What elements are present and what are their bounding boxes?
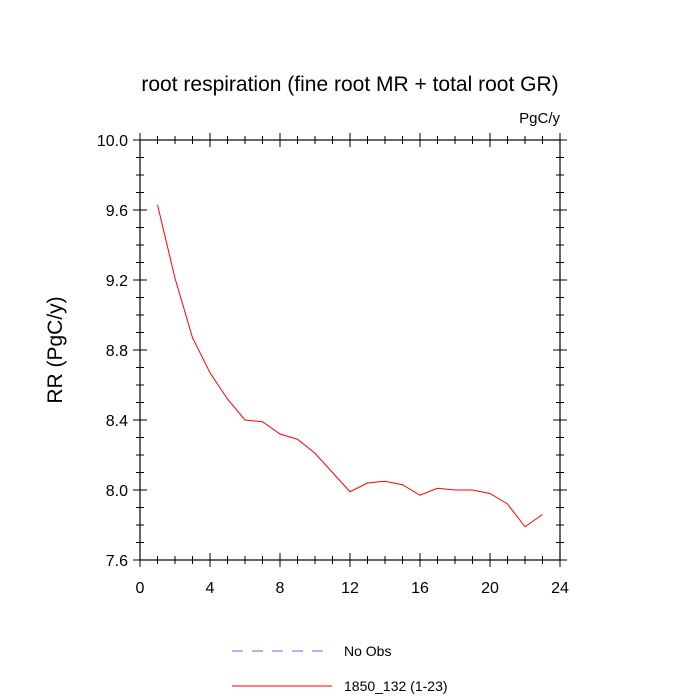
- x-tick-label: 8: [276, 580, 285, 597]
- x-tick-label: 12: [341, 580, 359, 597]
- series-line-1850-132: [157, 204, 543, 528]
- x-tick-label: 4: [206, 580, 215, 597]
- x-tick-label: 0: [136, 580, 145, 597]
- legend: No Obs 1850_132 (1-23): [232, 643, 448, 694]
- series-group: [157, 204, 543, 528]
- x-tick-label: 24: [551, 580, 569, 597]
- legend-label-1850-132: 1850_132 (1-23): [344, 678, 448, 694]
- y-axis-label: RR (PgC/y): [44, 296, 67, 403]
- units-label: PgC/y: [519, 110, 560, 127]
- x-tick-label: 16: [411, 580, 429, 597]
- y-tick-label: 8.8: [106, 343, 128, 360]
- y-tick-label: 10.0: [97, 133, 128, 150]
- y-tick-label: 7.6: [106, 553, 128, 570]
- axis-ticks: [133, 133, 567, 567]
- plot-frame: [139, 139, 561, 561]
- y-tick-label: 9.2: [106, 273, 128, 290]
- y-tick-label: 8.0: [106, 483, 128, 500]
- y-tick-label: 9.6: [106, 203, 128, 220]
- axis-tick-labels: 0 4 8 12 16 20 24 7.6 8.0 8.4 8.8 9.2 9.6 10.0: [97, 133, 569, 597]
- chart-title: root respiration (fine root MR + total r…: [141, 73, 558, 96]
- x-tick-label: 20: [481, 580, 499, 597]
- y-tick-label: 8.4: [106, 413, 128, 430]
- legend-label-no-obs: No Obs: [344, 643, 391, 659]
